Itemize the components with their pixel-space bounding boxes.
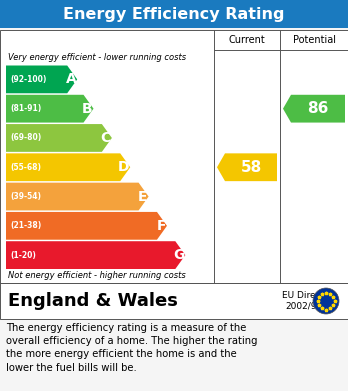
- Text: England & Wales: England & Wales: [8, 292, 178, 310]
- Text: (1-20): (1-20): [10, 251, 36, 260]
- Polygon shape: [217, 153, 277, 181]
- Text: (81-91): (81-91): [10, 104, 41, 113]
- Text: G: G: [173, 248, 184, 262]
- Text: D: D: [118, 160, 129, 174]
- Text: C: C: [101, 131, 111, 145]
- Text: F: F: [157, 219, 166, 233]
- Bar: [0, 30, 348, 283]
- Text: Not energy efficient - higher running costs: Not energy efficient - higher running co…: [8, 271, 186, 280]
- Bar: [0, 0, 348, 28]
- Polygon shape: [283, 95, 345, 122]
- Polygon shape: [6, 66, 77, 93]
- Text: Current: Current: [229, 35, 266, 45]
- Circle shape: [313, 288, 339, 314]
- Polygon shape: [6, 95, 94, 122]
- Bar: [0, 283, 348, 319]
- Text: Energy Efficiency Rating: Energy Efficiency Rating: [63, 7, 285, 22]
- Text: (69-80): (69-80): [10, 133, 41, 142]
- Polygon shape: [6, 124, 112, 152]
- Polygon shape: [6, 241, 185, 269]
- Text: 86: 86: [307, 101, 329, 116]
- Text: E: E: [138, 190, 148, 204]
- Text: Very energy efficient - lower running costs: Very energy efficient - lower running co…: [8, 52, 186, 61]
- Text: A: A: [65, 72, 76, 86]
- Text: (92-100): (92-100): [10, 75, 46, 84]
- Polygon shape: [6, 153, 130, 181]
- Polygon shape: [6, 212, 167, 240]
- Text: (39-54): (39-54): [10, 192, 41, 201]
- Text: Potential: Potential: [293, 35, 335, 45]
- Polygon shape: [6, 183, 149, 210]
- Text: 58: 58: [240, 160, 262, 175]
- Text: (55-68): (55-68): [10, 163, 41, 172]
- Text: EU Directive
2002/91/EC: EU Directive 2002/91/EC: [282, 291, 338, 311]
- Text: (21-38): (21-38): [10, 221, 41, 230]
- Text: The energy efficiency rating is a measure of the
overall efficiency of a home. T: The energy efficiency rating is a measur…: [6, 323, 258, 373]
- Text: B: B: [82, 102, 93, 116]
